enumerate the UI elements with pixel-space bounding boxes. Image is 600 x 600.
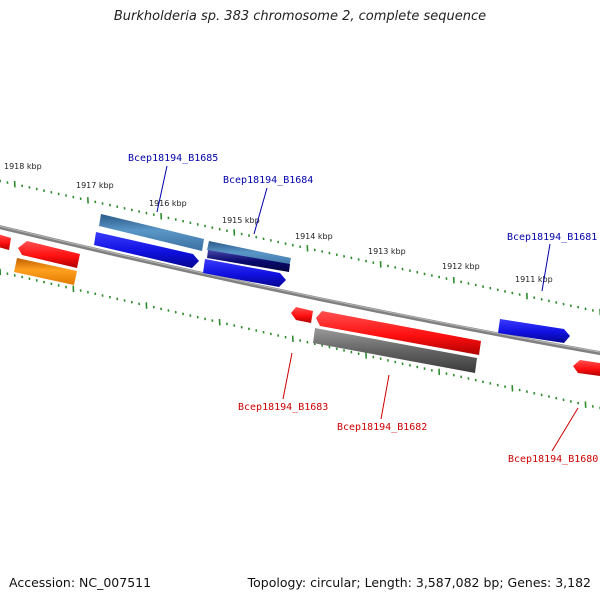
leader-line-b1684 xyxy=(253,187,268,235)
leader-line-b1682 xyxy=(380,374,390,420)
gene-reverse-red-small[interactable] xyxy=(291,307,313,323)
kbp-label-1911: 1911 kbp xyxy=(515,275,553,284)
gene-label-b1685[interactable]: Bcep18194_B1685 xyxy=(128,153,218,164)
map-title: Burkholderia sp. 383 chromosome 2, compl… xyxy=(113,9,487,24)
topology-summary: Topology: circular; Length: 3,587,082 bp… xyxy=(247,575,591,590)
kbp-label-1912: 1912 kbp xyxy=(442,262,480,271)
kbp-label-1917: 1917 kbp xyxy=(76,181,114,190)
kbp-label-1916: 1916 kbp xyxy=(149,199,187,208)
gene-forward-light-2[interactable] xyxy=(207,241,291,267)
gene-reverse-red-edge-right[interactable] xyxy=(573,360,600,376)
leader-line-b1683 xyxy=(282,352,293,400)
kbp-label-1913: 1913 kbp xyxy=(368,247,406,256)
gene-label-b1682[interactable]: Bcep18194_B1682 xyxy=(337,422,427,433)
gene-label-b1680[interactable]: Bcep18194_B1680 xyxy=(508,454,598,465)
gene-reverse-gray[interactable] xyxy=(313,328,477,373)
leader-line-b1680 xyxy=(551,407,579,452)
gene-label-b1683[interactable]: Bcep18194_B1683 xyxy=(238,402,328,413)
gene-label-b1681[interactable]: Bcep18194_B1681 xyxy=(507,232,597,243)
gene-forward-navy[interactable] xyxy=(207,250,290,272)
gene-forward-blue-3[interactable] xyxy=(498,319,570,343)
kbp-label-1915: 1915 kbp xyxy=(222,216,260,225)
gene-label-b1684[interactable]: Bcep18194_B1684 xyxy=(223,175,313,186)
leader-line-b1685 xyxy=(156,165,168,213)
gene-forward-blue-1[interactable] xyxy=(94,232,199,268)
chromosome-backbone-highlight xyxy=(0,225,600,353)
gene-reverse-red-1[interactable] xyxy=(18,241,80,268)
gene-forward-blue-2[interactable] xyxy=(203,259,286,287)
gene-reverse-red-edge[interactable] xyxy=(0,234,11,250)
accession-text: Accession: NC_007511 xyxy=(9,575,152,590)
chromosome-backbone xyxy=(0,225,600,356)
kbp-ticks-upper xyxy=(0,179,600,316)
gene-reverse-orange[interactable] xyxy=(14,258,77,285)
gene-reverse-red-2[interactable] xyxy=(316,311,481,355)
kbp-label-1914: 1914 kbp xyxy=(295,232,333,241)
leader-line-b1681 xyxy=(541,243,551,292)
kbp-ticks-lower xyxy=(0,268,600,410)
kbp-label-1918: 1918 kbp xyxy=(4,162,42,171)
gene-forward-light-1[interactable] xyxy=(99,214,204,251)
